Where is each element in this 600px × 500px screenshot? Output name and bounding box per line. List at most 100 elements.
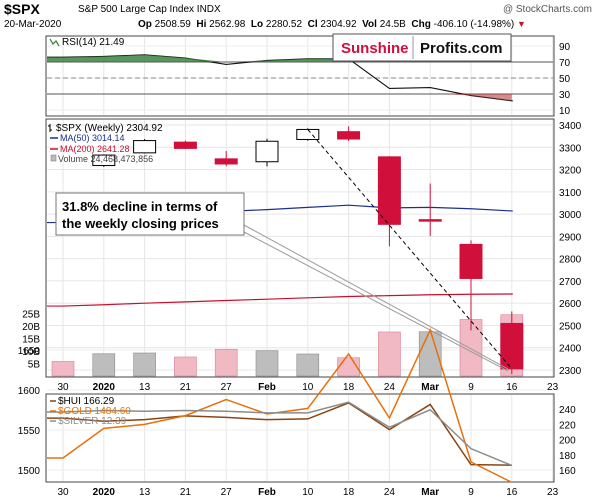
metals-left-tick-label: 1650	[18, 346, 41, 357]
volume-y-tick-label: 10B	[22, 347, 40, 358]
volume-bar	[378, 331, 401, 377]
silver-legend-label: $SILVER 12.39	[58, 416, 127, 427]
metals-x-tick-label: Feb	[258, 487, 276, 498]
metals-x-tick-label: 13	[139, 487, 151, 498]
price-y-tick-label: 3200	[559, 166, 582, 177]
rsi-y-tick-label: 50	[559, 74, 571, 85]
candle-body	[133, 140, 157, 154]
rsi-y-tick-label: 70	[559, 58, 571, 69]
silver-line	[47, 401, 513, 467]
symbol-title: $SPX	[4, 1, 40, 17]
rsi-legend: RSI(14) 21.49	[49, 37, 125, 48]
metals-x-tick-label: 21	[180, 487, 192, 498]
metals-x-tick-label: 10	[302, 487, 314, 498]
price-x-tick-label: 9	[468, 382, 474, 393]
price-y-tick-label: 3100	[559, 188, 582, 199]
price-x-tick-label: 16	[506, 382, 518, 393]
price-x-tick-label: Feb	[258, 382, 276, 393]
metals-left-tick-label: 1600	[18, 386, 41, 397]
price-y-tick-label: 2400	[559, 344, 582, 355]
volume-bar	[174, 356, 197, 377]
decline-annotation: 31.8% decline in terms of the weekly clo…	[55, 192, 245, 236]
ma200-line	[47, 293, 513, 307]
index-name: S&P 500 Large Cap Index INDX	[78, 4, 221, 15]
brand-profits: Profits.com	[420, 40, 503, 57]
price-y-tick-label: 2900	[559, 232, 582, 243]
price-x-tick-label: 13	[139, 382, 151, 393]
ma50-legend-label: MA(50) 3014.14	[60, 133, 125, 143]
candle-body	[377, 156, 401, 225]
gold-line	[47, 327, 513, 483]
candle-body	[173, 141, 197, 149]
candle-body	[500, 322, 524, 370]
volume-y-tick-label: 25B	[22, 310, 40, 321]
rsi-overbought-fill	[47, 54, 369, 62]
price-x-tick-label: 10	[302, 382, 314, 393]
metals-right-tick-label: 160	[559, 466, 576, 477]
volume-bar	[214, 348, 238, 377]
metals-legend: $HUI 166.29 $GOLD 1484.60 $SILVER 12.39	[50, 396, 131, 427]
annotation-pointer-line	[243, 231, 509, 372]
metals-right-tick-label: 180	[559, 451, 576, 462]
candle-body	[296, 128, 320, 140]
price-x-tick-label: 24	[384, 382, 396, 393]
candle-body	[92, 154, 116, 167]
volume-bar	[296, 353, 320, 377]
metals-left-tick-label: 1500	[18, 466, 41, 477]
price-x-tick-label: 21	[180, 382, 192, 393]
ma200-legend-label: MA(200) 2641.28	[60, 144, 130, 154]
price-x-tick-label: 2020	[93, 382, 116, 393]
metals-x-tick-label: 9	[468, 487, 474, 498]
metals-x-tick-label: Mar	[421, 487, 439, 498]
hui-legend-label: $HUI 166.29	[58, 396, 115, 407]
brand-sunshine: Sunshine	[341, 40, 409, 57]
price-x-tick-label: 18	[343, 382, 355, 393]
price-y-tick-label: 3000	[559, 210, 582, 221]
metals-right-tick-label: 240	[559, 405, 576, 416]
annotation-pointer-line	[243, 224, 509, 370]
price-y-tick-label: 3400	[559, 121, 582, 132]
price-y-tick-label: 2700	[559, 277, 582, 288]
metals-right-tick-label: 200	[559, 436, 576, 447]
ohlc-readout: Op 2508.59 Hi 2562.98 Lo 2280.52 Cl 2304…	[138, 19, 526, 30]
metals-x-tick-label: 23	[547, 487, 559, 498]
metals-x-tick-label: 30	[57, 487, 69, 498]
price-legend: $SPX (Weekly) 2304.92 MA(50) 3014.14 MA(…	[48, 123, 163, 164]
trendline-dashed	[307, 129, 513, 370]
hui-line	[47, 402, 512, 466]
volume-y-tick-label: 15B	[22, 335, 40, 346]
annotation-line2: the weekly closing prices	[62, 216, 219, 231]
price-y-tick-label: 2500	[559, 321, 582, 332]
price-x-tick-label: 30	[57, 382, 69, 393]
chart-date: 20-Mar-2020	[4, 19, 62, 30]
metals-x-tick-label: 2020	[93, 487, 116, 498]
metals-x-tick-label: 18	[343, 487, 355, 498]
price-legend-label: $SPX (Weekly) 2304.92	[56, 123, 163, 134]
price-x-tick-label: 23	[547, 382, 559, 393]
volume-bar	[255, 350, 279, 377]
volume-legend-label: Volume 24,468,473,856	[58, 154, 153, 164]
candle-body	[459, 243, 483, 279]
metals-x-tick-label: 24	[384, 487, 396, 498]
candle-body	[337, 131, 361, 140]
rsi-legend-label: RSI(14) 21.49	[62, 37, 125, 48]
volume-bar	[133, 352, 156, 377]
metals-panel	[45, 393, 555, 483]
candle-body	[418, 219, 442, 222]
volume-legend-icon	[50, 154, 57, 162]
price-y-tick-label: 2800	[559, 255, 582, 266]
rsi-oversold-fill	[445, 94, 512, 101]
price-x-tick-label: Mar	[421, 382, 439, 393]
change-down-arrow-icon: ▼	[517, 19, 526, 29]
price-x-tick-label: 27	[221, 382, 233, 393]
price-y-tick-label: 3300	[559, 143, 582, 154]
rsi-legend-icon	[49, 38, 60, 47]
volume-bar	[51, 361, 75, 377]
metals-left-tick-label: 1550	[18, 426, 41, 437]
candle-body	[214, 158, 238, 165]
annotation-line1: 31.8% decline in terms of	[62, 199, 218, 214]
rsi-y-tick-label: 10	[559, 106, 571, 117]
price-y-tick-label: 2300	[559, 366, 582, 377]
branding-box: Sunshine Profits.com	[332, 33, 512, 62]
